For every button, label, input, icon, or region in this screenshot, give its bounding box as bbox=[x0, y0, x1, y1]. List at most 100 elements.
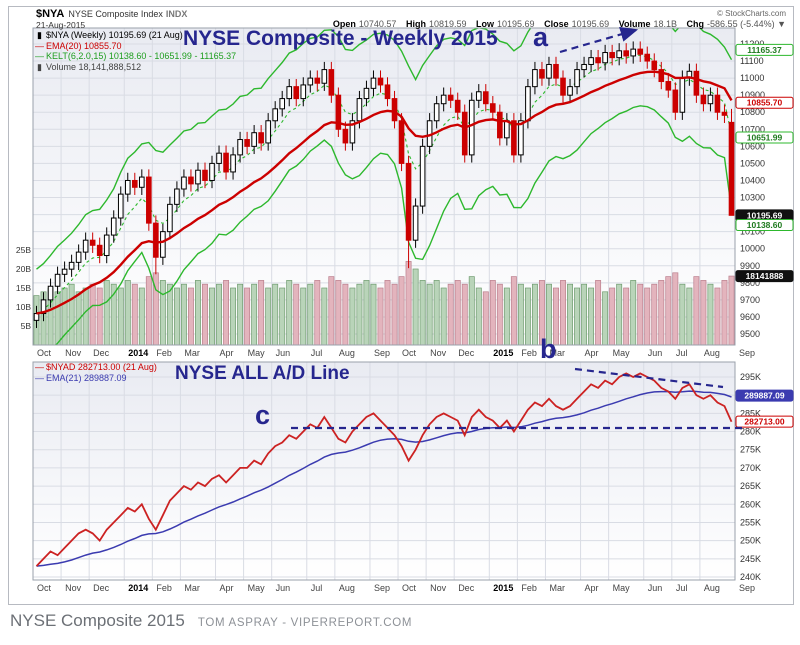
high-label: High bbox=[405, 19, 426, 29]
legend-ema-text: EMA(20) 10855.70 bbox=[46, 40, 122, 51]
main-chart-legend: ▮ $NYA (Weekly) 10195.69 (21 Aug) — EMA(20… bbox=[35, 30, 236, 72]
candlesticks bbox=[33, 41, 735, 329]
svg-text:18141888: 18141888 bbox=[746, 271, 784, 281]
annotation-b-label: b bbox=[540, 334, 557, 364]
svg-text:Apr: Apr bbox=[585, 583, 599, 593]
svg-text:11165.37: 11165.37 bbox=[747, 45, 782, 55]
svg-text:Sep: Sep bbox=[374, 583, 390, 593]
svg-text:Apr: Apr bbox=[220, 348, 234, 358]
legend-ema-row: — EMA(20) 10855.70 bbox=[35, 41, 236, 52]
svg-text:10400: 10400 bbox=[740, 175, 765, 185]
svg-text:Dec: Dec bbox=[93, 348, 110, 358]
svg-text:250K: 250K bbox=[740, 536, 761, 546]
svg-text:Nov: Nov bbox=[65, 583, 82, 593]
svg-text:10500: 10500 bbox=[740, 158, 765, 168]
axis-badge: 10855.70 bbox=[735, 96, 794, 109]
legend-ad-ema-row: — EMA(21) 289887.09 bbox=[35, 373, 157, 384]
svg-text:10600: 10600 bbox=[740, 141, 765, 151]
svg-text:Mar: Mar bbox=[549, 348, 565, 358]
main-plot-border bbox=[32, 27, 736, 346]
candlestick-icon: ▮ bbox=[37, 30, 42, 40]
svg-text:10195.69: 10195.69 bbox=[747, 210, 783, 220]
copyright: © StockCharts.com bbox=[716, 9, 786, 18]
svg-text:Jun: Jun bbox=[648, 583, 663, 593]
ad-grid bbox=[33, 362, 736, 580]
svg-text:Mar: Mar bbox=[184, 348, 200, 358]
svg-text:260K: 260K bbox=[740, 499, 761, 509]
svg-text:275K: 275K bbox=[740, 445, 761, 455]
svg-text:9800: 9800 bbox=[740, 278, 760, 288]
ad-ema21-line bbox=[36, 390, 732, 567]
svg-text:2014: 2014 bbox=[128, 348, 148, 358]
svg-text:9600: 9600 bbox=[740, 312, 760, 322]
svg-text:Jul: Jul bbox=[311, 348, 323, 358]
svg-text:10651.99: 10651.99 bbox=[747, 132, 783, 142]
svg-text:Nov: Nov bbox=[430, 583, 447, 593]
ad-plot-background bbox=[33, 362, 735, 580]
legend-price-row: ▮ $NYA (Weekly) 10195.69 (21 Aug) bbox=[35, 30, 236, 41]
svg-text:11000: 11000 bbox=[740, 73, 764, 83]
price-and-adline-chart: 9500960097009800990010000101001020010300… bbox=[16, 26, 794, 593]
svg-text:May: May bbox=[248, 583, 266, 593]
svg-text:11100: 11100 bbox=[740, 56, 764, 66]
svg-text:Mar: Mar bbox=[549, 583, 565, 593]
header-line-1: $NYA NYSE Composite Index INDX bbox=[36, 8, 187, 20]
close-value: 10195.69 bbox=[571, 19, 610, 29]
axis-badge: 289887.09 bbox=[735, 389, 794, 402]
open-value: 10740.57 bbox=[358, 19, 397, 29]
svg-text:Apr: Apr bbox=[220, 583, 234, 593]
volume-value: 18.1B bbox=[653, 19, 678, 29]
svg-text:245K: 245K bbox=[740, 554, 761, 564]
main-axis-labels: 9500960097009800990010000101001020010300… bbox=[16, 39, 765, 358]
index-type: INDX bbox=[165, 9, 188, 19]
svg-text:240K: 240K bbox=[740, 572, 761, 582]
high-value: 10819.59 bbox=[428, 19, 467, 29]
svg-text:285K: 285K bbox=[740, 408, 761, 418]
ad-axis-labels: 240K 245K 250K 255K 260K 265K 270K 275K 280K 285K… bbox=[37, 372, 761, 593]
annotation-b-line bbox=[574, 367, 724, 389]
svg-text:Jun: Jun bbox=[648, 348, 663, 358]
annotation-c-label: c bbox=[255, 400, 271, 430]
svg-text:Aug: Aug bbox=[339, 348, 355, 358]
annotation-a-label: a bbox=[533, 22, 549, 52]
svg-text:Aug: Aug bbox=[704, 583, 720, 593]
axis-badge: 10138.60 bbox=[735, 219, 794, 232]
svg-text:295K: 295K bbox=[740, 372, 761, 382]
svg-text:May: May bbox=[613, 583, 631, 593]
keltner-channel bbox=[36, 28, 733, 345]
legend-ad-ema-text: EMA(21) 289887.09 bbox=[46, 372, 127, 383]
svg-text:Jun: Jun bbox=[276, 583, 291, 593]
axis-badge: 11165.37 bbox=[735, 43, 794, 56]
axis-badge: 10651.99 bbox=[735, 131, 794, 144]
legend-volume-row: ▮ Volume 18,141,888,512 bbox=[35, 62, 236, 73]
svg-text:20B: 20B bbox=[16, 264, 31, 274]
svg-text:Feb: Feb bbox=[156, 348, 172, 358]
ad-plot-border bbox=[32, 361, 736, 581]
legend-volume-text: Volume 18,141,888,512 bbox=[46, 61, 142, 72]
svg-text:25B: 25B bbox=[16, 245, 31, 255]
svg-text:10B: 10B bbox=[16, 302, 31, 312]
svg-text:May: May bbox=[613, 348, 631, 358]
svg-text:Oct: Oct bbox=[37, 583, 52, 593]
svg-text:270K: 270K bbox=[740, 463, 761, 473]
svg-text:280K: 280K bbox=[740, 427, 761, 437]
svg-text:Dec: Dec bbox=[458, 583, 475, 593]
svg-text:Oct: Oct bbox=[402, 348, 417, 358]
svg-text:Mar: Mar bbox=[184, 583, 200, 593]
svg-text:2015: 2015 bbox=[493, 348, 513, 358]
svg-text:Aug: Aug bbox=[704, 348, 720, 358]
ad-badges: 289887.09 282713.00 bbox=[735, 389, 794, 428]
svg-text:Jul: Jul bbox=[676, 348, 688, 358]
svg-text:9700: 9700 bbox=[740, 295, 760, 305]
quote-strip: Open 10740.57 High 10819.59 Low 10195.69 Cl… bbox=[326, 19, 786, 29]
svg-text:Feb: Feb bbox=[156, 583, 172, 593]
svg-text:10300: 10300 bbox=[740, 193, 765, 203]
svg-text:15B: 15B bbox=[16, 283, 31, 293]
main-badges: 11165.37 10855.70 10651.99 10195.6910138.60… bbox=[735, 43, 794, 283]
svg-text:10800: 10800 bbox=[740, 107, 765, 117]
svg-text:9900: 9900 bbox=[740, 261, 760, 271]
svg-text:10900: 10900 bbox=[740, 90, 765, 100]
svg-text:282713.00: 282713.00 bbox=[744, 417, 784, 427]
low-label: Low bbox=[476, 19, 495, 29]
